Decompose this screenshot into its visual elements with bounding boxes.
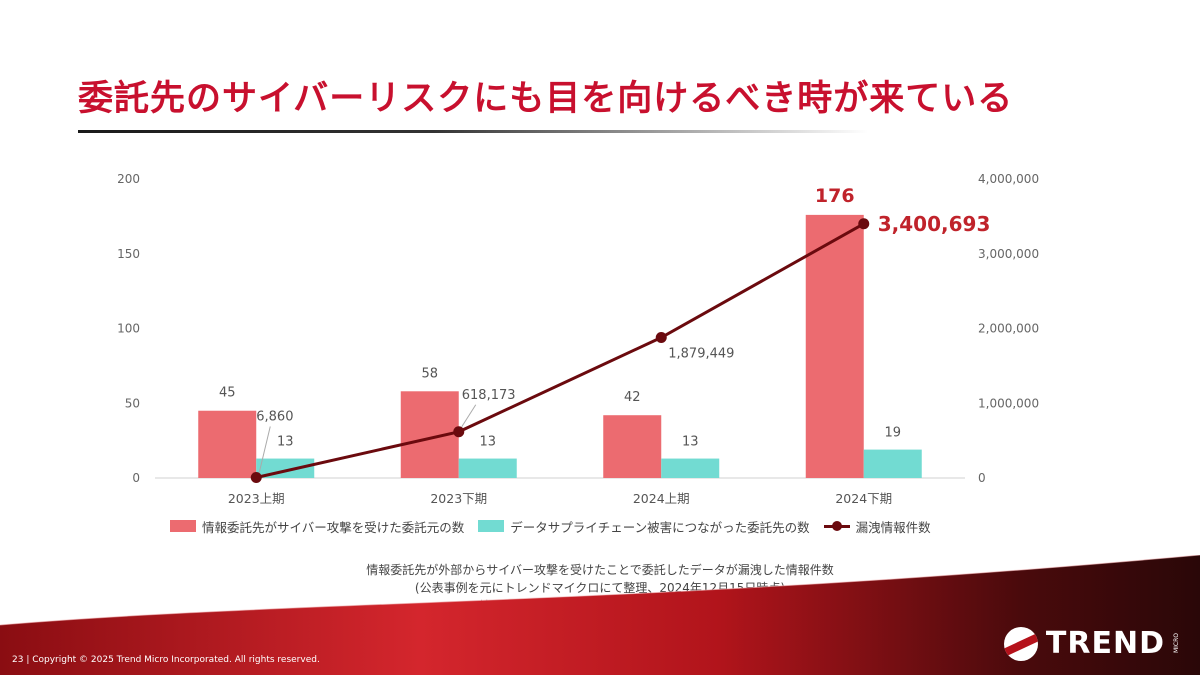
y-left-tick-label: 50 [125,396,140,410]
x-tick-label: 2023下期 [430,491,487,506]
legend-swatch-bar1 [170,520,196,532]
bar2-data-label: 19 [884,426,901,441]
y-left-tick-label: 200 [117,172,140,186]
y-right-tick-label: 4,000,000 [978,172,1039,186]
y-right-tick-label: 0 [978,471,986,485]
bar1-data-label: 42 [624,390,641,405]
legend-item-series1: 情報委託先がサイバー攻撃を受けた委託元の数 [170,517,464,536]
brand-micro: MICRO [1173,633,1180,654]
bar1-data-label: 45 [219,386,236,401]
footer: 23 | Copyright © 2025 Trend Micro Incorp… [0,555,1200,675]
chart-legend: 情報委託先がサイバー攻撃を受けた委託元の数 データサプライチェーン被害につながっ… [170,514,1030,538]
line-data-label: 1,879,449 [668,347,734,362]
bar-series2 [458,458,517,478]
line-point [250,471,262,483]
label-leader-line [461,404,477,428]
legend-swatch-line [823,520,850,532]
x-tick-label: 2023上期 [228,491,285,506]
bar-series1 [603,415,662,478]
y-left-tick-label: 0 [132,471,140,485]
brand-name: TREND [1045,626,1165,661]
line-data-label: 3,400,693 [878,212,991,236]
legend-swatch-bar2 [478,520,505,532]
brand-logo-block: TREND MICRO [1003,626,1180,661]
bar1-data-label: 176 [815,185,855,207]
bar2-data-label: 13 [479,435,496,450]
y-right-tick-label: 3,000,000 [978,247,1039,261]
title-underline [78,130,868,133]
copyright-text: 23 | Copyright © 2025 Trend Micro Incorp… [12,655,320,665]
y-right-tick-label: 1,000,000 [978,396,1039,410]
legend-item-series2: データサプライチェーン被害につながった委託先の数 [478,517,810,536]
bar-series1 [198,410,257,478]
trend-logo-icon [1003,626,1038,661]
y-right-tick-label: 2,000,000 [978,322,1039,336]
y-left-tick-label: 150 [117,247,140,261]
legend-label-series3: 漏洩情報件数 [855,519,931,535]
line-point [453,426,465,438]
bar2-data-label: 13 [277,435,294,450]
bar1-data-label: 58 [421,366,438,381]
footer-wave [0,555,1200,675]
note-line1: 情報委託先が外部からサイバー攻撃を受けたことで委託したデータが漏洩した情報件数 [366,563,834,577]
legend-label-series1: 情報委託先がサイバー攻撃を受けた委託元の数 [202,519,465,535]
bar-series2 [661,458,720,478]
y-left-tick-label: 100 [117,322,140,336]
bar2-data-label: 13 [682,435,699,450]
legend-label-series2: データサプライチェーン被害につながった委託先の数 [510,519,810,535]
line-series3 [255,222,865,479]
bar-series2 [863,449,922,478]
page-title: 委託先のサイバーリスクにも目を向けるべき時が来ている [78,79,1014,119]
x-tick-label: 2024上期 [633,491,690,506]
line-data-label: 618,173 [462,388,516,403]
line-point [655,332,667,344]
label-leader-line [258,426,271,473]
line-point [858,218,870,230]
line-data-label: 6,860 [256,409,293,424]
x-tick-label: 2024下期 [835,491,892,506]
bar-series1 [805,214,864,478]
legend-item-series3: 漏洩情報件数 [823,517,931,536]
